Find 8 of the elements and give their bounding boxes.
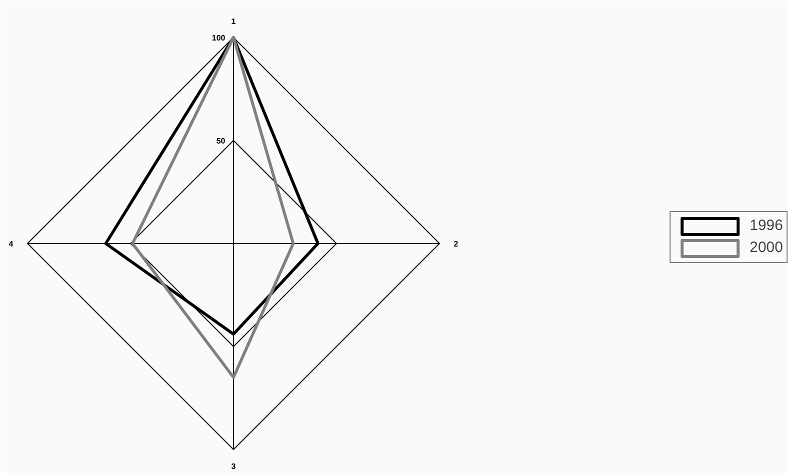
- y-tick-label: 100: [212, 34, 226, 42]
- spoke-label: 3: [231, 462, 236, 471]
- spoke-label: 2: [454, 240, 459, 248]
- y-tick-label: 50: [216, 136, 226, 146]
- spoke-label: 4: [8, 240, 14, 248]
- legend-label: 1996: [750, 217, 783, 234]
- spoke-label: 1: [231, 17, 236, 26]
- legend-label: 2000: [750, 239, 783, 256]
